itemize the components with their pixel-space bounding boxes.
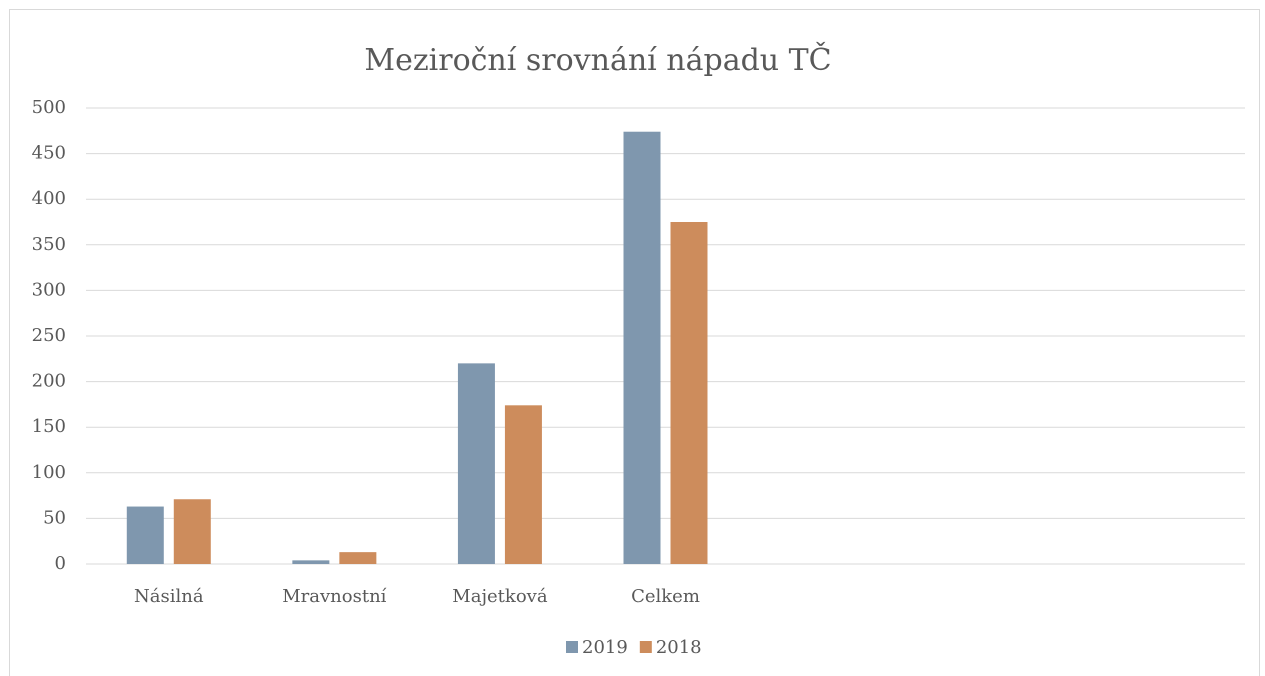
y-tick-label: 100 (32, 462, 66, 483)
chart: Meziroční srovnání nápadu TČ 0 50 100 150 20… (0, 0, 1265, 676)
x-tick-label: Majetková (452, 586, 548, 607)
y-tick-label: 400 (32, 188, 66, 209)
y-tick-label: 500 (32, 97, 66, 118)
bar (458, 363, 495, 564)
bar (127, 507, 164, 564)
bar (174, 499, 211, 564)
legend-swatch (640, 641, 652, 653)
x-tick-label: Mravnostní (282, 586, 386, 607)
y-tick-label: 50 (43, 507, 66, 528)
chart-title: Meziroční srovnání nápadu TČ (364, 42, 831, 78)
y-tick-label: 350 (32, 234, 66, 255)
bar (339, 552, 376, 564)
y-tick-label: 200 (32, 371, 66, 392)
legend-label: 2019 (582, 637, 628, 658)
y-tick-label: 300 (32, 279, 66, 300)
bar (671, 222, 708, 564)
x-tick-label: Násilná (134, 586, 204, 607)
legend-swatch (566, 641, 578, 653)
y-tick-label: 0 (55, 553, 66, 574)
y-tick-label: 450 (32, 143, 66, 164)
x-tick-label: Celkem (631, 586, 700, 607)
y-tick-label: 150 (32, 416, 66, 437)
bar (292, 560, 329, 564)
bar (624, 132, 661, 564)
y-tick-label: 250 (32, 325, 66, 346)
bar (505, 405, 542, 564)
legend-label: 2018 (656, 637, 702, 658)
